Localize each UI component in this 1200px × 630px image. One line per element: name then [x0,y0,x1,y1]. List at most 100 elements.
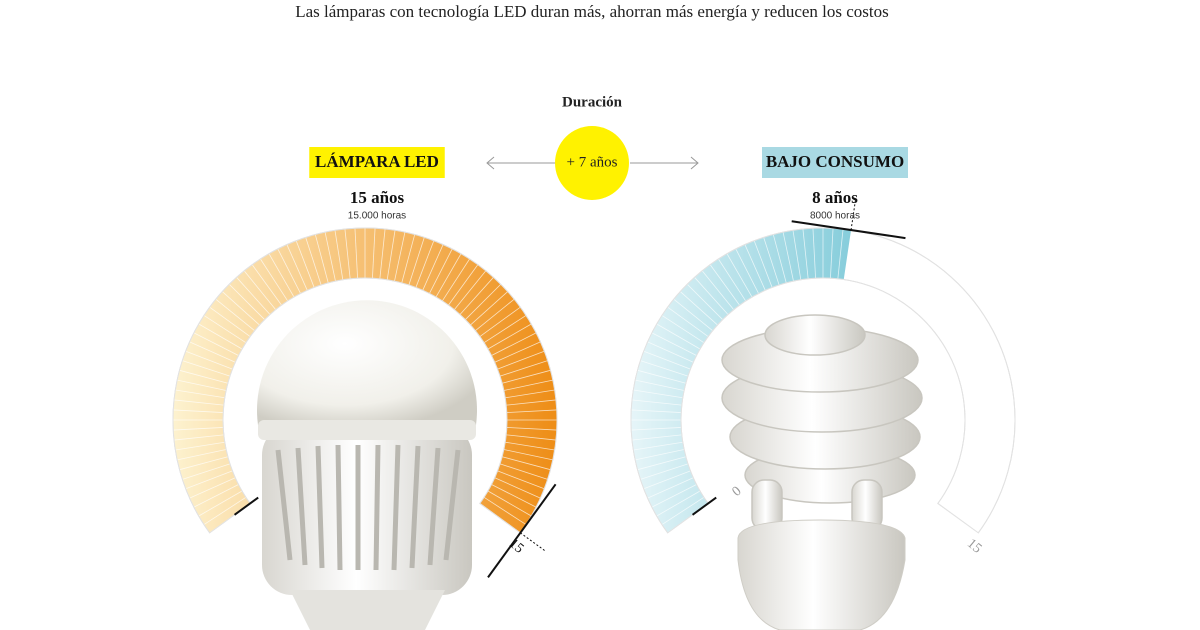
value-indicator [487,483,557,578]
gauge-division [386,230,396,280]
gauge-division [701,270,734,310]
gauge-division [631,427,682,431]
gauge-division [203,315,247,343]
gauge-fill [173,228,558,533]
gauge-division [830,228,834,279]
cfl-spiral [721,314,923,531]
gauge-division [753,240,773,288]
gauge-division [960,369,1009,384]
value-indicator [791,220,906,240]
gauge-division [198,323,243,350]
gauge-division [949,484,995,508]
gauge-division [964,399,1014,406]
gauge-division [941,315,985,343]
gauge-division [203,497,247,525]
gauge-division [295,240,315,288]
detail: 8000 horas [810,211,860,222]
gauge-division [189,341,236,363]
value-guide [520,532,545,551]
gauge-division [632,434,682,441]
gauge-division [174,399,224,406]
gauge-division [506,399,556,406]
gauge-division [503,449,553,461]
gauge-division [880,244,902,291]
gauge-division [173,409,224,413]
gauge-fill [630,227,852,533]
gauge-division [952,477,999,499]
start-indicator [233,496,259,516]
difference: + 7 años [567,154,618,170]
gauge-division [647,341,694,363]
gauge-division [185,470,233,490]
gauge-division [491,332,537,356]
gauge-division [709,264,740,306]
gauge-division [933,298,973,331]
gauge-division [957,360,1006,377]
gauge-division [647,477,694,499]
gauge-division [502,369,551,384]
tick-label: 15 [506,536,526,556]
gauge-division [633,389,683,399]
led-neck [290,590,445,630]
gauge-division [635,449,685,461]
gauge-division [394,232,406,282]
gauge-division [175,389,225,399]
gauge-division [945,490,990,517]
gauge-division [506,427,557,431]
gauge-division [193,332,239,356]
gauge-division [686,283,723,320]
gauge-division [893,253,920,298]
gauge-division [198,490,243,517]
led-fins [275,444,461,571]
gauge-division [837,229,844,279]
start-indicator [691,496,717,516]
gauge-division [945,323,990,350]
gauge-division [470,291,508,326]
gauge-division [401,234,416,283]
gauge-division [179,456,228,471]
gauge-division [499,463,548,480]
gauge-division [961,379,1011,391]
gauge-division [632,399,682,406]
gauge-division [324,232,336,282]
tick-label: 15 [964,536,984,556]
gauge-division [694,277,729,315]
gauge-division [949,332,995,356]
gauge-division [442,258,470,302]
gauge-division [640,360,689,377]
gauges: 0 15 LÁMPARA LED 15 años 15.000 horas 0 15 BAJO… [172,147,1016,578]
gauge-division [193,484,239,508]
gauge-division [173,427,224,431]
gauge-division [506,434,556,441]
gauge-outline [630,227,1016,534]
gauge-division [928,291,966,326]
gauge-division [251,264,282,306]
gauge-division [268,253,295,298]
gauge-division [661,315,705,343]
gauge-division [887,248,911,294]
gauge-division [243,270,276,310]
gauge-division [900,258,928,302]
bulbs [257,300,923,630]
gauge-division [912,270,945,310]
gauge-division [963,441,1013,451]
gauge-division [923,283,960,320]
gauge-division [859,234,874,283]
gauge-division [344,229,351,279]
gauge-division [222,291,260,326]
gauge-division [487,490,532,517]
gauge-division [506,409,557,413]
gauge-division [955,350,1003,370]
tick-label: 0 [730,484,745,500]
gauge-division [763,237,780,286]
gauge-division [475,298,515,331]
difference-circle [555,126,629,200]
gauge-division [772,234,787,283]
gauge-division [483,497,527,525]
gauge-division [182,463,231,480]
cfl-base [737,519,906,630]
led-ring [258,420,476,440]
value-label: 8 años [812,188,858,207]
gauge-division [964,427,1015,431]
